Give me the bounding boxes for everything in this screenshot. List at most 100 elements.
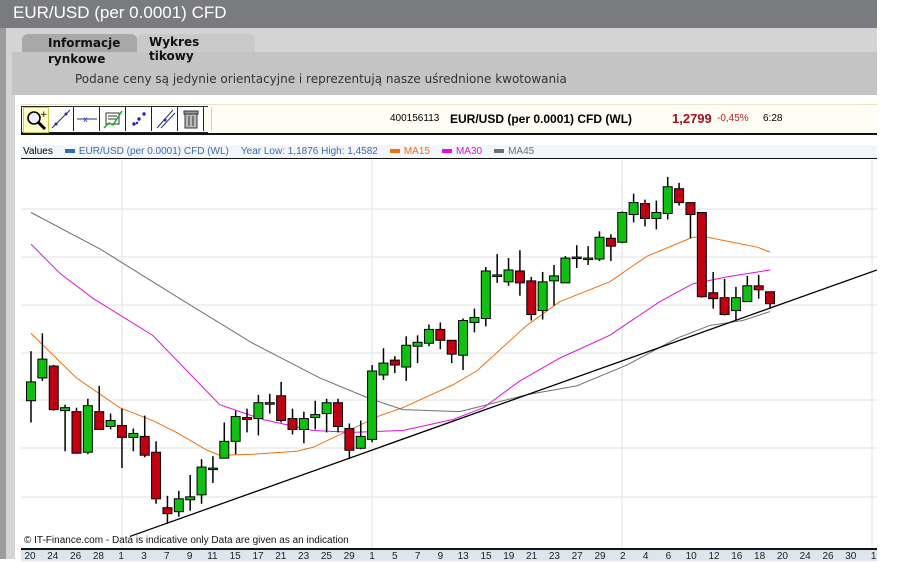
candle-up xyxy=(549,275,560,282)
candle-down xyxy=(639,203,650,219)
indicators-icon xyxy=(103,110,123,129)
candle-down xyxy=(674,188,685,204)
chart-legend: Values EUR/USD (per 0.0001) CFD (WL) Yea… xyxy=(21,145,877,159)
x-tick-label: 19 xyxy=(503,551,515,562)
x-axis: 20 24 26 28 1 3 7 9 11 15 17 21 23 25 29 1 5 7 9 13 15 19 21 23… xyxy=(21,548,877,562)
ma15-line xyxy=(30,236,771,456)
candle-up xyxy=(583,257,594,261)
x-tick-label: 21 xyxy=(275,551,287,562)
candle-down xyxy=(446,339,457,355)
candle-down xyxy=(48,365,59,411)
x-tick-label: 29 xyxy=(594,551,606,562)
candle-up xyxy=(185,496,196,501)
ma30-line xyxy=(30,243,771,433)
x-tick-label: 13 xyxy=(457,551,469,562)
candle-up xyxy=(423,328,434,344)
zoom-in-button[interactable]: + xyxy=(23,107,49,133)
candle-up xyxy=(253,402,264,420)
horizontal-line-button[interactable]: x xyxy=(75,107,100,131)
candle-down xyxy=(753,285,764,291)
trendline xyxy=(129,269,878,538)
tab-tick-chart[interactable]: Wykres tikowy xyxy=(137,34,255,63)
legend-series-label: EUR/USD (per 0.0001) CFD (WL) xyxy=(78,145,229,157)
legend-values-label: Values xyxy=(23,145,53,157)
x-tick-label: 24 xyxy=(799,551,811,562)
parallel-line-button[interactable] xyxy=(153,107,178,131)
candlestick-chart[interactable] xyxy=(21,160,878,548)
x-tick-label: 24 xyxy=(47,551,59,562)
delete-button[interactable] xyxy=(179,107,204,131)
candle-up xyxy=(230,416,241,442)
quote-time: 6:28 xyxy=(763,113,783,124)
x-tick-label: 15 xyxy=(480,551,492,562)
legend-ma30-label: MA30 xyxy=(455,145,483,157)
horizontal-line-icon: x xyxy=(77,115,97,124)
x-tick-label: 9 xyxy=(186,551,193,562)
x-tick-label: 10 xyxy=(685,551,697,562)
candle-up xyxy=(651,212,662,219)
last-price: 1,2799 xyxy=(672,111,712,126)
candle-up xyxy=(742,285,753,303)
x-tick-label: 1 xyxy=(118,551,124,562)
candle-up xyxy=(480,270,491,320)
candle-up xyxy=(730,297,741,312)
trash-icon xyxy=(183,110,199,129)
indicators-button[interactable] xyxy=(101,107,126,131)
candle-up xyxy=(662,186,673,214)
candle-down xyxy=(139,435,150,456)
x-tick-label: 16 xyxy=(731,551,743,562)
x-tick-label: 2 xyxy=(620,551,626,562)
legend-year-range: Year Low: 1,1876 High: 1,4582 xyxy=(240,145,378,157)
candle-down xyxy=(514,270,525,284)
svg-text:+: + xyxy=(40,110,47,120)
chart-canvas xyxy=(21,160,878,548)
tab-market-info[interactable]: Informacje rynkowe xyxy=(22,34,137,66)
x-tick-label: 30 xyxy=(845,551,857,562)
notice-band xyxy=(12,52,877,95)
window-title: EUR/USD (per 0.0001) CFD xyxy=(0,0,877,28)
candle-up xyxy=(264,402,275,405)
ma45-line xyxy=(30,212,771,413)
candle-up xyxy=(401,344,412,368)
page-margin xyxy=(877,0,923,559)
candle-up xyxy=(594,236,605,260)
draw-line-icon xyxy=(51,109,71,129)
tab-label-2: rynkowe xyxy=(48,52,106,66)
candle-down xyxy=(765,291,776,305)
candle-up xyxy=(105,420,116,427)
x-tick-label: 28 xyxy=(92,551,104,562)
x-tick-label: 18 xyxy=(754,551,766,562)
draw-line-button[interactable] xyxy=(49,107,74,131)
candle-up xyxy=(26,381,36,402)
series-swatch xyxy=(64,148,75,153)
x-tick-label: 6 xyxy=(665,551,672,562)
candle-up xyxy=(128,432,139,438)
candle-up xyxy=(173,498,184,513)
legend-ma15-label: MA15 xyxy=(403,145,430,157)
copyright-note: © IT-Finance.com - Data is indicative on… xyxy=(24,535,349,546)
candle-down xyxy=(287,418,298,430)
tool-group xyxy=(21,106,208,133)
candle-down xyxy=(116,424,127,438)
candle-up xyxy=(458,319,469,356)
x-tick-label: 26 xyxy=(822,551,834,562)
price-change: -0,45% xyxy=(717,113,749,124)
ma45-swatch xyxy=(494,148,505,153)
instrument-name: EUR/USD (per 0.0001) CFD (WL) xyxy=(450,112,633,126)
x-tick-label: 23 xyxy=(548,551,560,562)
price-notice: Podane ceny są jedynie orientacyjne i re… xyxy=(75,72,567,86)
x-tick-label: 26 xyxy=(70,551,82,562)
x-tick-label: 1 xyxy=(870,551,877,562)
x-tick-label: 29 xyxy=(343,551,355,562)
candle-down xyxy=(276,395,287,422)
candle-up xyxy=(310,414,321,419)
candle-down xyxy=(71,411,82,454)
x-tick-label: 1 xyxy=(369,551,375,562)
candle-up xyxy=(196,466,207,496)
candle-up xyxy=(367,370,378,440)
scatter-tool-button[interactable] xyxy=(127,107,152,131)
candle-down xyxy=(526,280,537,316)
candle-up xyxy=(207,467,218,471)
candle-down xyxy=(344,427,355,451)
candle-up xyxy=(503,269,514,283)
